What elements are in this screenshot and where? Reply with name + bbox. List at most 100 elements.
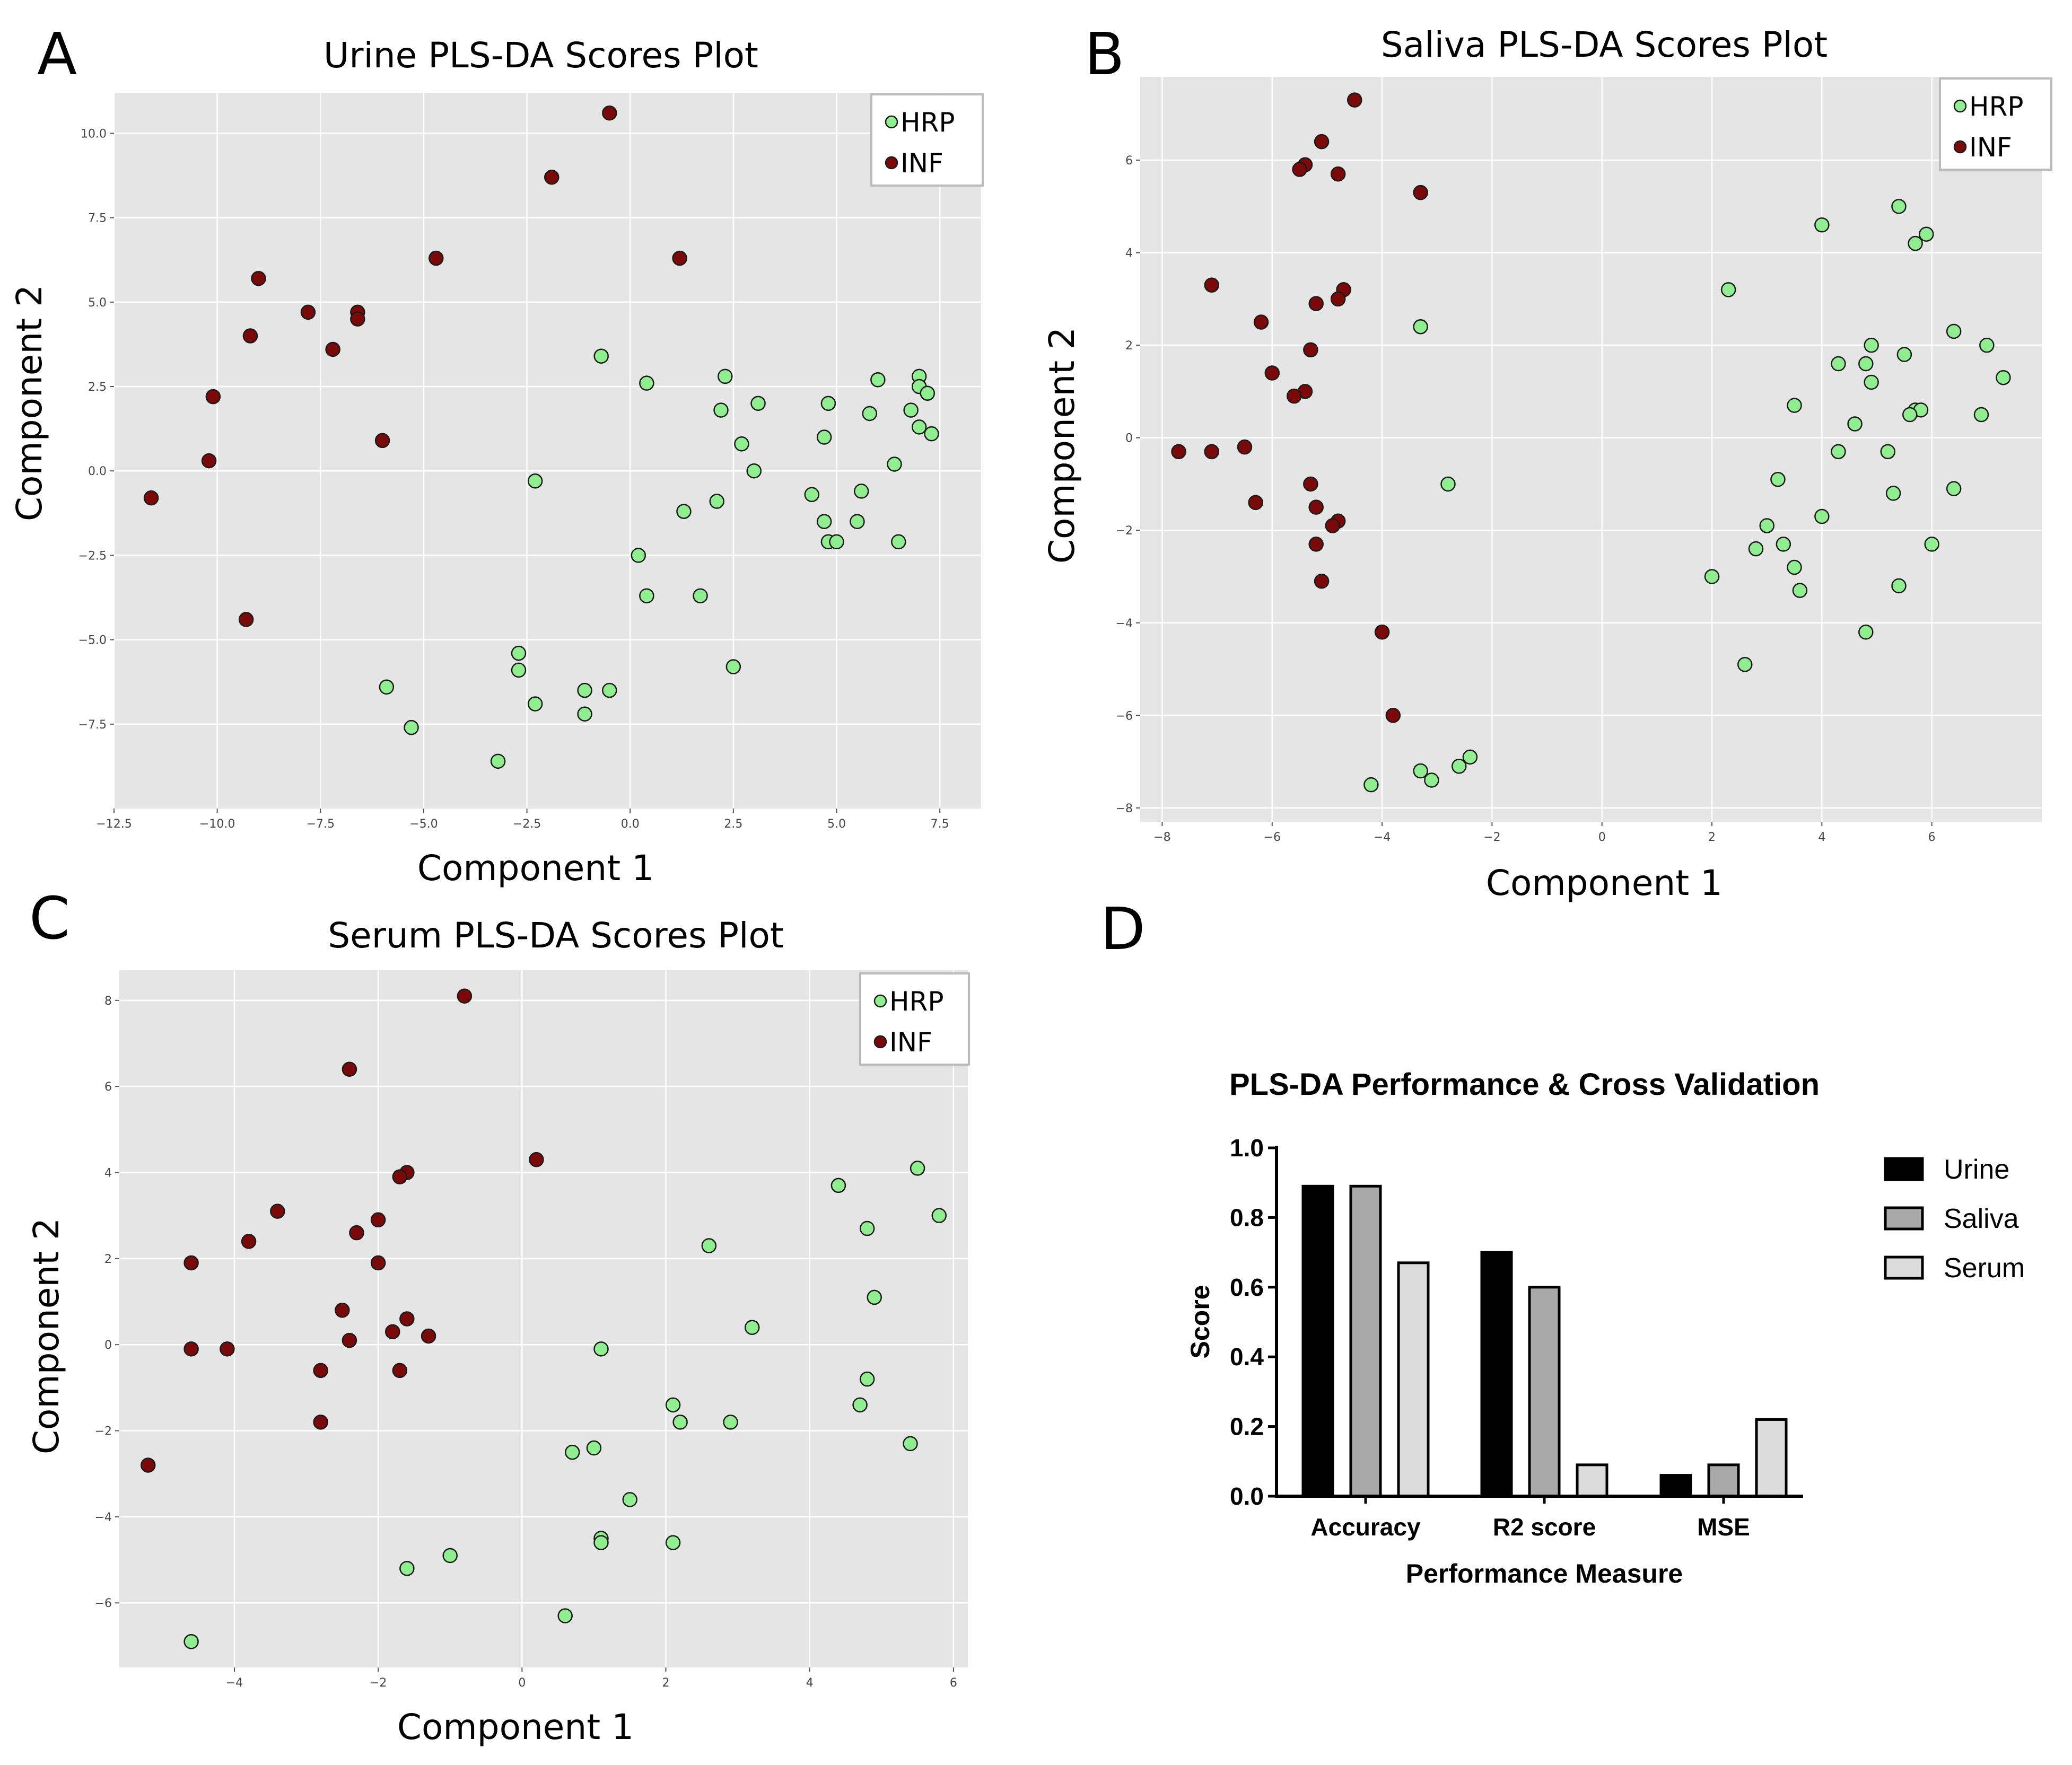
data-point-hrp [734, 436, 749, 452]
bar-urine [1301, 1184, 1334, 1498]
data-point-hrp [853, 484, 869, 499]
data-point-inf [1325, 518, 1341, 533]
data-point-hrp [1413, 763, 1428, 779]
data-point-hrp [903, 402, 919, 418]
data-point-inf [457, 988, 473, 1004]
data-point-inf [270, 1204, 285, 1219]
legend-label-hrp: HRP [889, 986, 944, 1017]
data-point-inf [1292, 162, 1307, 177]
data-point-inf [1314, 134, 1330, 150]
x-tick-label: 2.5 [724, 818, 742, 831]
data-point-hrp [1451, 759, 1467, 774]
data-point-hrp [622, 1492, 637, 1507]
y-tick-label: 1.0 [1230, 1134, 1264, 1162]
data-point-inf [1308, 296, 1324, 311]
y-tick-label: 6 [104, 1081, 112, 1094]
data-point-hrp [639, 588, 654, 604]
data-point-hrp [1864, 374, 1879, 390]
y-tick-label: 4 [104, 1167, 112, 1180]
x-tick-label: −2 [370, 1676, 387, 1690]
y-tick-label: −6 [95, 1597, 112, 1610]
bar-saliva [1528, 1286, 1561, 1498]
data-point-inf [1303, 476, 1318, 492]
data-point-inf [325, 341, 340, 357]
legend-marker-inf [885, 156, 898, 170]
data-point-inf [242, 328, 258, 344]
data-point-hrp [718, 368, 733, 384]
y-tick-label: 7.5 [88, 212, 107, 225]
data-point-hrp [676, 504, 692, 519]
legend-label-urine: Urine [1944, 1154, 2009, 1185]
x-tick-label: −8 [1153, 831, 1170, 844]
x-axis-label: Performance Measure [1406, 1559, 1683, 1588]
data-point-hrp [709, 494, 724, 509]
data-point-hrp [910, 1161, 925, 1176]
data-point-hrp [1787, 559, 1802, 575]
y-axis-label: Component 2 [1042, 327, 1082, 564]
data-point-inf [1308, 537, 1324, 552]
bar-saliva [1707, 1463, 1740, 1498]
data-point-hrp [593, 1341, 609, 1357]
panel-letter: C [29, 884, 70, 952]
plot-title: Urine PLS-DA Scores Plot [324, 35, 758, 76]
x-tick-label: −2.5 [513, 818, 541, 831]
data-point-inf [350, 311, 365, 327]
bar-serum [1755, 1418, 1788, 1498]
data-point-hrp [744, 1320, 760, 1335]
y-tick-label: −2.5 [78, 549, 107, 563]
data-point-hrp [490, 753, 506, 769]
data-point-hrp [1831, 356, 1846, 372]
plot-area [119, 970, 968, 1667]
data-point-hrp [593, 1535, 609, 1550]
y-tick-label: 0 [104, 1339, 112, 1352]
legend-swatch-urine [1884, 1157, 1924, 1181]
data-point-hrp [577, 682, 592, 698]
data-point-inf [183, 1255, 199, 1271]
data-point-hrp [867, 1289, 882, 1305]
y-tick-label: −4 [1116, 617, 1133, 630]
panel-letter: A [37, 20, 77, 88]
data-point-hrp [816, 514, 832, 529]
data-point-inf [313, 1363, 328, 1378]
legend-label-hrp: HRP [901, 107, 955, 138]
data-point-hrp [891, 534, 906, 550]
bar-saliva [1349, 1184, 1382, 1498]
y-tick-label: 2.5 [88, 381, 107, 394]
data-point-inf [1314, 573, 1330, 589]
data-point-inf [1413, 185, 1428, 200]
data-point-hrp [1858, 356, 1874, 372]
data-point-inf [1303, 342, 1318, 358]
data-point-inf [1204, 444, 1220, 460]
legend-label-inf: INF [1969, 132, 2012, 163]
plot-area [1140, 77, 2042, 822]
x-tick-label: −4 [226, 1676, 243, 1690]
data-point-inf [370, 1255, 386, 1271]
bar-urine [1659, 1474, 1692, 1498]
bar-urine [1480, 1251, 1513, 1498]
x-tick-label: 0 [518, 1676, 526, 1690]
panel-a: A Urine PLS-DA Scores Plot −12.5 −10.0 −7.5 −… [9, 20, 984, 889]
data-point-inf [370, 1212, 386, 1228]
panel-d: D PLS-DA Performance & Cross Validation 0.… [1100, 895, 2025, 1588]
data-point-hrp [1858, 624, 1874, 640]
x-tick-label: 2 [662, 1676, 670, 1690]
data-point-hrp [859, 1371, 875, 1387]
data-point-hrp [577, 706, 592, 722]
data-point-hrp [557, 1608, 573, 1623]
data-point-hrp [1880, 444, 1896, 460]
data-point-inf [392, 1169, 408, 1184]
data-point-hrp [1776, 537, 1791, 552]
y-tick-label: 2 [104, 1253, 112, 1266]
data-point-hrp [1996, 370, 2011, 385]
data-point-hrp [442, 1548, 458, 1564]
data-point-hrp [183, 1634, 199, 1649]
data-point-inf [1264, 365, 1280, 381]
data-point-inf [385, 1324, 400, 1340]
data-point-hrp [672, 1415, 688, 1430]
data-point-hrp [1814, 508, 1830, 524]
x-tick-label: −4 [1374, 831, 1391, 844]
data-point-hrp [527, 696, 543, 712]
data-point-hrp [527, 473, 543, 489]
y-tick-label: −4 [95, 1511, 112, 1524]
